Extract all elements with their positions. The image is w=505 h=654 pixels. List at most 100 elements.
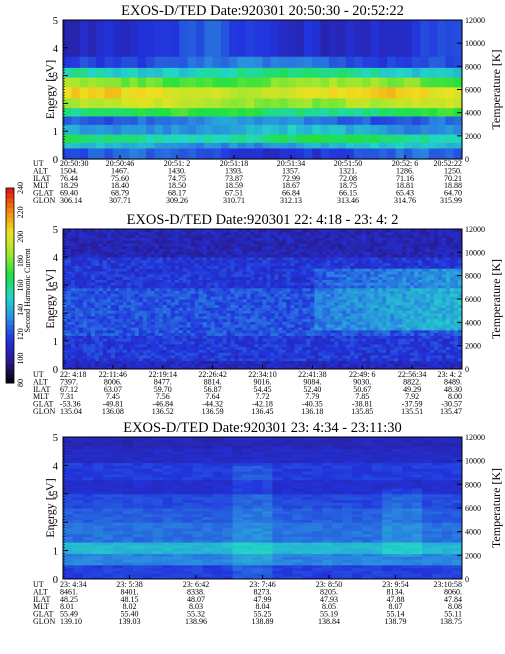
heatmap-cell bbox=[287, 108, 296, 117]
heatmap-cell bbox=[321, 142, 330, 148]
heatmap-cell bbox=[221, 142, 230, 148]
heatmap-cell bbox=[229, 98, 238, 108]
heatmap-cell bbox=[271, 67, 280, 77]
heatmap-cell bbox=[238, 142, 247, 148]
y2-axis-label: Temperature [K] bbox=[489, 49, 503, 129]
heatmap-cell bbox=[396, 98, 405, 108]
heatmap-cell bbox=[213, 134, 222, 143]
heatmap-cell bbox=[221, 134, 230, 143]
heatmap-cell bbox=[445, 142, 454, 148]
heatmap-cell bbox=[196, 142, 205, 148]
heatmap-cell bbox=[88, 124, 97, 134]
heatmap-cell bbox=[246, 98, 255, 108]
heatmap-cell bbox=[263, 142, 272, 148]
heatmap-cell bbox=[312, 134, 321, 143]
heatmap-cells bbox=[63, 229, 463, 370]
heatmap-cell bbox=[304, 116, 313, 125]
heatmap-cell bbox=[271, 87, 280, 99]
heatmap-cell bbox=[420, 108, 429, 117]
heatmap-cell bbox=[213, 116, 222, 125]
heatmap-cell bbox=[71, 67, 80, 77]
heatmap-cell bbox=[163, 134, 172, 143]
heatmap-cell bbox=[420, 20, 429, 57]
heatmap-cell bbox=[371, 124, 380, 134]
heatmap-cell bbox=[80, 116, 89, 125]
heatmap-cell bbox=[88, 108, 97, 117]
heatmap-cell bbox=[121, 87, 130, 99]
heatmap-cell bbox=[121, 116, 130, 125]
heatmap-cell bbox=[379, 87, 388, 99]
heatmap-cell bbox=[321, 56, 330, 68]
heatmap-cell bbox=[246, 116, 255, 125]
heatmap-cell bbox=[229, 134, 238, 143]
heatmap-cell bbox=[163, 98, 172, 108]
heatmap-cell bbox=[238, 67, 247, 77]
y2-tick-label: 12000 bbox=[465, 16, 485, 25]
heatmap-cell bbox=[138, 108, 147, 117]
heatmap-cell bbox=[221, 87, 230, 99]
heatmap-cell bbox=[171, 77, 180, 87]
heatmap-cell bbox=[337, 142, 346, 148]
heatmap-cell bbox=[263, 56, 272, 68]
heatmap-cell bbox=[229, 67, 238, 77]
heatmap-cell bbox=[221, 67, 230, 77]
heatmap-cell bbox=[130, 124, 139, 134]
heatmap-cell bbox=[304, 67, 313, 77]
heatmap-cell bbox=[71, 116, 80, 125]
heatmap-cell bbox=[346, 87, 355, 99]
heatmap-cell bbox=[296, 87, 305, 99]
heatmap-cell bbox=[96, 56, 105, 68]
heatmap-cell bbox=[420, 148, 429, 160]
heatmap-cell bbox=[171, 67, 180, 77]
heatmap-cell bbox=[321, 134, 330, 143]
heatmap-cell bbox=[113, 134, 122, 143]
heatmap-cell bbox=[105, 87, 114, 99]
heatmap-cell bbox=[420, 116, 429, 125]
heatmap-cell bbox=[437, 87, 446, 99]
heatmap-cell bbox=[337, 20, 346, 57]
heatmap-cell bbox=[138, 56, 147, 68]
heatmap-cell bbox=[96, 77, 105, 87]
heatmap-cell bbox=[271, 124, 280, 134]
heatmap-cell bbox=[287, 142, 296, 148]
heatmap-cell bbox=[238, 134, 247, 143]
heatmap-cell bbox=[279, 142, 288, 148]
heatmap-cell bbox=[387, 142, 396, 148]
ephemeris-value: 315.99 bbox=[440, 196, 462, 205]
heatmap-cell bbox=[346, 98, 355, 108]
heatmap-cell bbox=[454, 134, 463, 143]
heatmap-cell bbox=[362, 98, 371, 108]
heatmap-cell bbox=[213, 98, 222, 108]
heatmap-cell bbox=[329, 134, 338, 143]
heatmap-cell bbox=[404, 56, 413, 68]
heatmap-cell bbox=[263, 87, 272, 99]
heatmap-cell bbox=[146, 98, 155, 108]
heatmap-cell bbox=[71, 87, 80, 99]
heatmap-cell bbox=[337, 116, 346, 125]
heatmap-cell bbox=[371, 98, 380, 108]
heatmap-cell bbox=[329, 56, 338, 68]
heatmap-cell bbox=[379, 20, 388, 57]
heatmap-cell bbox=[121, 20, 130, 57]
heatmap-cell bbox=[121, 124, 130, 134]
heatmap-cell bbox=[437, 108, 446, 117]
heatmap-cell bbox=[113, 108, 122, 117]
heatmap-cell bbox=[429, 56, 438, 68]
heatmap-cell bbox=[138, 98, 147, 108]
y2-tick-label: 10000 bbox=[465, 39, 485, 48]
heatmap-cell bbox=[312, 148, 321, 160]
heatmap-cell bbox=[146, 142, 155, 148]
heatmap-cell bbox=[154, 56, 163, 68]
heatmap-cell bbox=[171, 56, 180, 68]
heatmap-cell bbox=[445, 124, 454, 134]
heatmap-cell bbox=[454, 77, 463, 87]
heatmap-cell bbox=[213, 20, 222, 57]
heatmap-cell bbox=[171, 108, 180, 117]
y2-tick-label: 6000 bbox=[465, 86, 481, 95]
heatmap-cell bbox=[437, 124, 446, 134]
heatmap-cell bbox=[445, 116, 454, 125]
heatmap-cell bbox=[329, 77, 338, 87]
heatmap-cell bbox=[146, 108, 155, 117]
heatmap-cell bbox=[71, 124, 80, 134]
